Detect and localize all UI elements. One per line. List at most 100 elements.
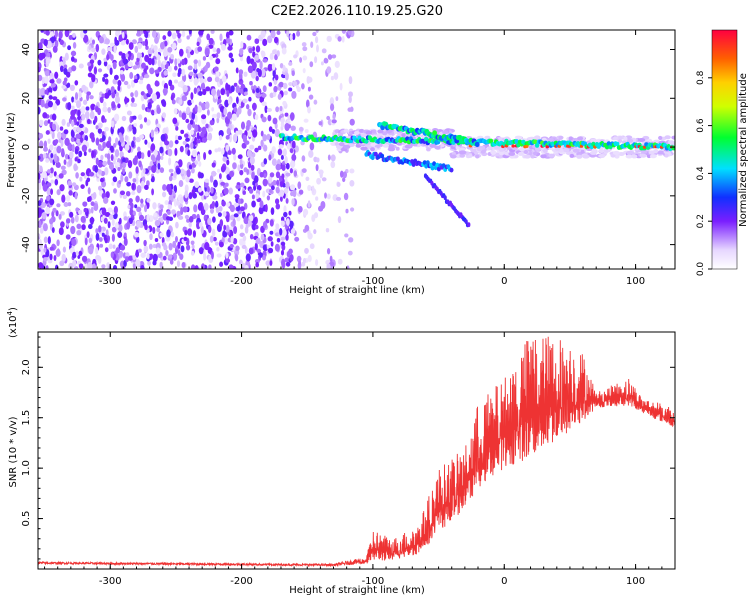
spectrogram-cell <box>71 144 75 153</box>
spectrogram-cell <box>89 132 95 140</box>
spectrogram-cell <box>268 82 273 87</box>
spectrogram-cell <box>239 224 244 230</box>
spectrogram-cell <box>318 169 324 175</box>
spectrogram-cell <box>259 96 265 103</box>
spectrogram-cell <box>136 206 142 213</box>
spectrogram-cell <box>209 55 213 61</box>
spectrogram-cell <box>262 38 268 47</box>
spectrogram-cell <box>262 178 268 187</box>
spectrogram-cell <box>255 182 258 187</box>
spectrogram-cell <box>140 94 145 102</box>
spectrogram-cell <box>209 235 214 243</box>
spectrogram-cell <box>46 195 51 202</box>
x-tick-label: -300 <box>99 576 122 587</box>
spectrogram-cell <box>173 172 177 178</box>
spectrogram-cell <box>64 30 70 38</box>
spectrogram-cell <box>467 153 473 158</box>
spectrogram-cell <box>56 239 60 247</box>
spectrogram-cell <box>271 146 276 154</box>
spectrogram-cell <box>542 148 548 153</box>
spectrogram-cell <box>88 246 94 255</box>
spectrogram-cell <box>72 42 77 49</box>
spectrogram-cell <box>188 71 194 76</box>
spectrogram-cell <box>289 254 294 262</box>
spectrogram-cell <box>274 243 280 252</box>
spectrogram-cell <box>47 119 51 124</box>
spectrogram-cell <box>169 84 175 91</box>
spectrogram-cell <box>254 54 260 61</box>
spectrogram-cell <box>111 226 117 233</box>
spectrogram-cell <box>151 93 157 102</box>
spectrogram-cell <box>387 144 395 149</box>
spectrogram-cell <box>54 30 59 38</box>
spectrogram-cell <box>250 70 256 79</box>
spectrogram-cell <box>185 106 191 115</box>
spectrogram-cell <box>562 148 570 152</box>
spectrogram-cell <box>90 206 94 214</box>
spectrogram-cell <box>44 89 48 95</box>
spectrogram-cell <box>127 61 133 68</box>
spectrogram-cell <box>64 52 69 61</box>
spectrogram-cell <box>198 30 204 36</box>
snr-frame <box>37 331 676 570</box>
spectrogram-cell <box>188 164 193 170</box>
spectrogram-cell <box>95 157 99 166</box>
spectrogram-cell <box>263 173 267 178</box>
x-tick-label: 100 <box>626 576 645 587</box>
spectrogram-cell <box>181 30 186 38</box>
spectrogram-cell <box>271 158 277 166</box>
spectrogram-cell <box>174 65 178 71</box>
spectrogram-cell <box>430 165 435 171</box>
spectrogram-cell <box>226 159 230 166</box>
spectrogram-cell <box>218 173 222 180</box>
spectrogram-cell <box>649 154 657 159</box>
spectrogram-cell <box>63 67 68 75</box>
spectrogram-cell <box>140 252 146 258</box>
spectrogram-cell <box>111 103 116 109</box>
spectrogram-cell <box>302 46 308 52</box>
spectrogram-cell <box>190 92 194 100</box>
spectrogram-cell <box>294 236 300 242</box>
spectrogram-cell <box>124 96 128 105</box>
spectrogram-cell <box>312 31 317 37</box>
spectrogram-cell <box>626 150 635 155</box>
spectrogram-cell <box>232 238 238 245</box>
spectrogram-cell <box>262 85 267 93</box>
spectrogram-cell <box>179 145 184 153</box>
spectrogram-cell <box>89 95 94 100</box>
spectrogram-cell <box>263 144 268 152</box>
spectrogram-cell <box>64 137 70 147</box>
spectrogram-cell <box>171 190 176 197</box>
spectrogram-cell <box>193 204 198 213</box>
spectrogram-cell <box>156 154 161 161</box>
spectrogram-cell <box>51 113 57 121</box>
spectrogram-cell <box>82 99 88 105</box>
spectrogram-cell <box>62 57 66 66</box>
spectrogram-cell <box>191 99 195 104</box>
spectrogram-cell <box>227 98 232 105</box>
spectrogram-cell <box>254 38 260 45</box>
spectrogram-cell <box>259 252 263 258</box>
spectrogram-cell <box>326 66 332 74</box>
spectrogram-cell <box>304 224 310 232</box>
spectrogram-cell <box>315 196 319 201</box>
spectrogram-cell <box>248 247 254 255</box>
spectrogram-cell <box>117 167 121 172</box>
spectrogram-cell <box>217 212 222 217</box>
spectrogram-cell <box>53 153 58 162</box>
spectrogram-cell <box>248 168 253 175</box>
spectrogram-cell <box>229 170 235 178</box>
spectrogram-cell <box>61 84 67 90</box>
spectrogram-cell <box>144 74 150 79</box>
spectrogram-cell <box>251 171 255 180</box>
spectrogram-cell <box>132 254 137 261</box>
spectrogram-cell <box>157 162 161 170</box>
spectrogram-cell <box>135 136 141 143</box>
spectrogram-cell <box>273 85 278 93</box>
spectrogram-cell <box>229 204 235 213</box>
spectrogram-cell <box>305 99 310 108</box>
spectrogram-cell <box>75 133 81 140</box>
spectrogram-cell <box>117 103 121 109</box>
spectrogram-cell <box>244 246 248 254</box>
spectrogram-cell <box>132 65 138 70</box>
